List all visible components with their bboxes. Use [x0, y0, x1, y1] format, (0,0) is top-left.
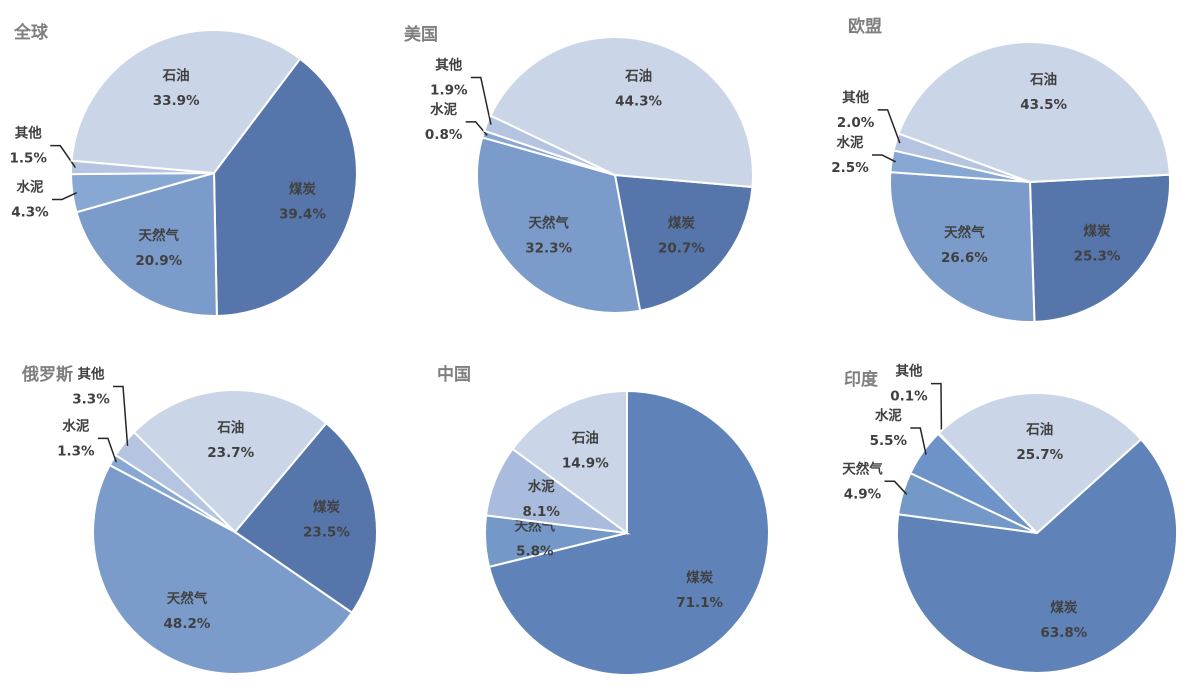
category-label: 石油 — [1029, 71, 1057, 88]
category-label: 水泥 — [62, 417, 89, 434]
category-label: 天然气 — [944, 224, 985, 241]
category-label: 煤炭 — [1050, 599, 1078, 616]
value-label: 23.5% — [303, 525, 350, 541]
value-label: 0.1% — [890, 389, 928, 405]
category-label: 煤炭 — [668, 214, 695, 231]
pie-slice — [476, 136, 642, 314]
value-label: 48.2% — [164, 616, 211, 632]
pie-slice — [937, 392, 1143, 535]
value-label: 1.5% — [10, 151, 48, 167]
category-label: 天然气 — [139, 227, 180, 244]
value-label: 26.6% — [941, 250, 988, 266]
category-label: 其他 — [78, 365, 105, 382]
leader-line — [930, 382, 943, 437]
value-label: 32.3% — [525, 240, 572, 256]
pie-slice — [92, 463, 354, 675]
value-label: 1.9% — [430, 83, 468, 99]
leader-line — [872, 154, 897, 163]
pie-slice — [897, 41, 1171, 184]
category-label: 煤炭 — [313, 499, 340, 516]
value-label: 2.5% — [831, 160, 869, 176]
chart-title: 全球 — [13, 22, 49, 43]
category-label: 其他 — [435, 57, 462, 74]
category-label: 水泥 — [430, 101, 457, 118]
value-label: 25.3% — [1074, 249, 1121, 265]
chart-title: 印度 — [844, 369, 879, 390]
pie-slice — [233, 421, 378, 615]
chart-title: 俄罗斯 — [21, 364, 73, 385]
value-label: 23.7% — [207, 445, 254, 461]
pie-chart: 煤炭 23.5% 天然气 48.2% 水泥 1.3% 其他 3.3% 石油 23.7% — [57, 365, 378, 675]
pie-chart: 煤炭 20.7% 天然气 32.3% 水泥 0.8% 其他 1.9% 石油 44.3% — [425, 36, 754, 314]
value-label: 3.3% — [72, 391, 110, 407]
leader-line — [884, 480, 908, 495]
category-label: 天然气 — [528, 214, 569, 231]
category-label: 其他 — [842, 89, 869, 106]
category-label: 石油 — [571, 430, 599, 447]
leader-line — [50, 144, 77, 168]
leader-line — [910, 427, 927, 455]
category-label: 水泥 — [16, 178, 43, 195]
category-label: 水泥 — [837, 134, 865, 151]
chart-title: 欧盟 — [848, 16, 882, 37]
value-label: 5.5% — [870, 433, 908, 449]
value-label: 1.3% — [57, 443, 95, 459]
value-label: 39.4% — [279, 207, 326, 223]
value-label: 4.9% — [844, 486, 882, 502]
pie-chart: 煤炭 63.8% 天然气 4.9% 水泥 5.5% 其他 0.1% 石油 25.7% — [842, 363, 1178, 674]
category-label: 石油 — [162, 67, 190, 84]
pie-slice — [70, 29, 302, 175]
pie-slice — [896, 437, 1178, 674]
chart-title: 美国 — [404, 24, 438, 45]
value-label: 2.0% — [837, 115, 875, 131]
category-label: 石油 — [216, 419, 244, 436]
category-label: 石油 — [624, 67, 652, 84]
category-label: 煤炭 — [1084, 223, 1112, 240]
value-label: 43.5% — [1020, 97, 1067, 113]
pie-slice — [1028, 173, 1171, 323]
category-label: 石油 — [1025, 421, 1053, 438]
value-label: 44.3% — [615, 93, 662, 109]
leader-line — [470, 76, 492, 125]
category-label: 天然气 — [842, 460, 883, 477]
leader-line — [877, 109, 901, 144]
pie-slice — [212, 57, 358, 317]
pie-slice — [487, 389, 770, 676]
value-label: 8.1% — [523, 504, 561, 520]
pie-slice — [489, 36, 754, 189]
value-label: 0.8% — [425, 127, 463, 143]
pie-slice — [132, 389, 328, 534]
pie-chart: 煤炭 39.4% 天然气 20.9% 水泥 4.3% 其他 1.5% 石油 33.9% — [10, 29, 358, 317]
category-label: 煤炭 — [289, 181, 316, 198]
category-label: 水泥 — [875, 407, 903, 424]
pie-slice — [889, 171, 1036, 323]
pie-chart: 煤炭 25.3% 天然气 26.6% 水泥 2.5% 其他 2.0% 石油 43.5% — [831, 41, 1171, 323]
leader-line — [97, 437, 117, 463]
value-label: 20.7% — [658, 240, 705, 256]
category-label: 煤炭 — [686, 569, 713, 586]
value-label: 4.3% — [11, 204, 49, 220]
category-label: 其他 — [895, 363, 923, 380]
leader-line — [51, 192, 78, 201]
chart-title: 中国 — [437, 364, 471, 385]
pie-slice — [511, 389, 628, 535]
pie-slice — [75, 171, 218, 317]
category-label: 其他 — [15, 125, 42, 142]
category-label: 天然气 — [167, 590, 208, 607]
value-label: 14.9% — [562, 456, 609, 472]
value-label: 71.1% — [676, 595, 723, 611]
pie-slice — [613, 173, 754, 312]
value-label: 5.8% — [516, 543, 554, 559]
category-label: 水泥 — [528, 478, 556, 495]
value-label: 25.7% — [1016, 447, 1063, 463]
value-label: 20.9% — [135, 253, 182, 269]
leader-line — [113, 385, 129, 446]
value-label: 33.9% — [153, 93, 200, 109]
value-label: 63.8% — [1040, 625, 1087, 641]
